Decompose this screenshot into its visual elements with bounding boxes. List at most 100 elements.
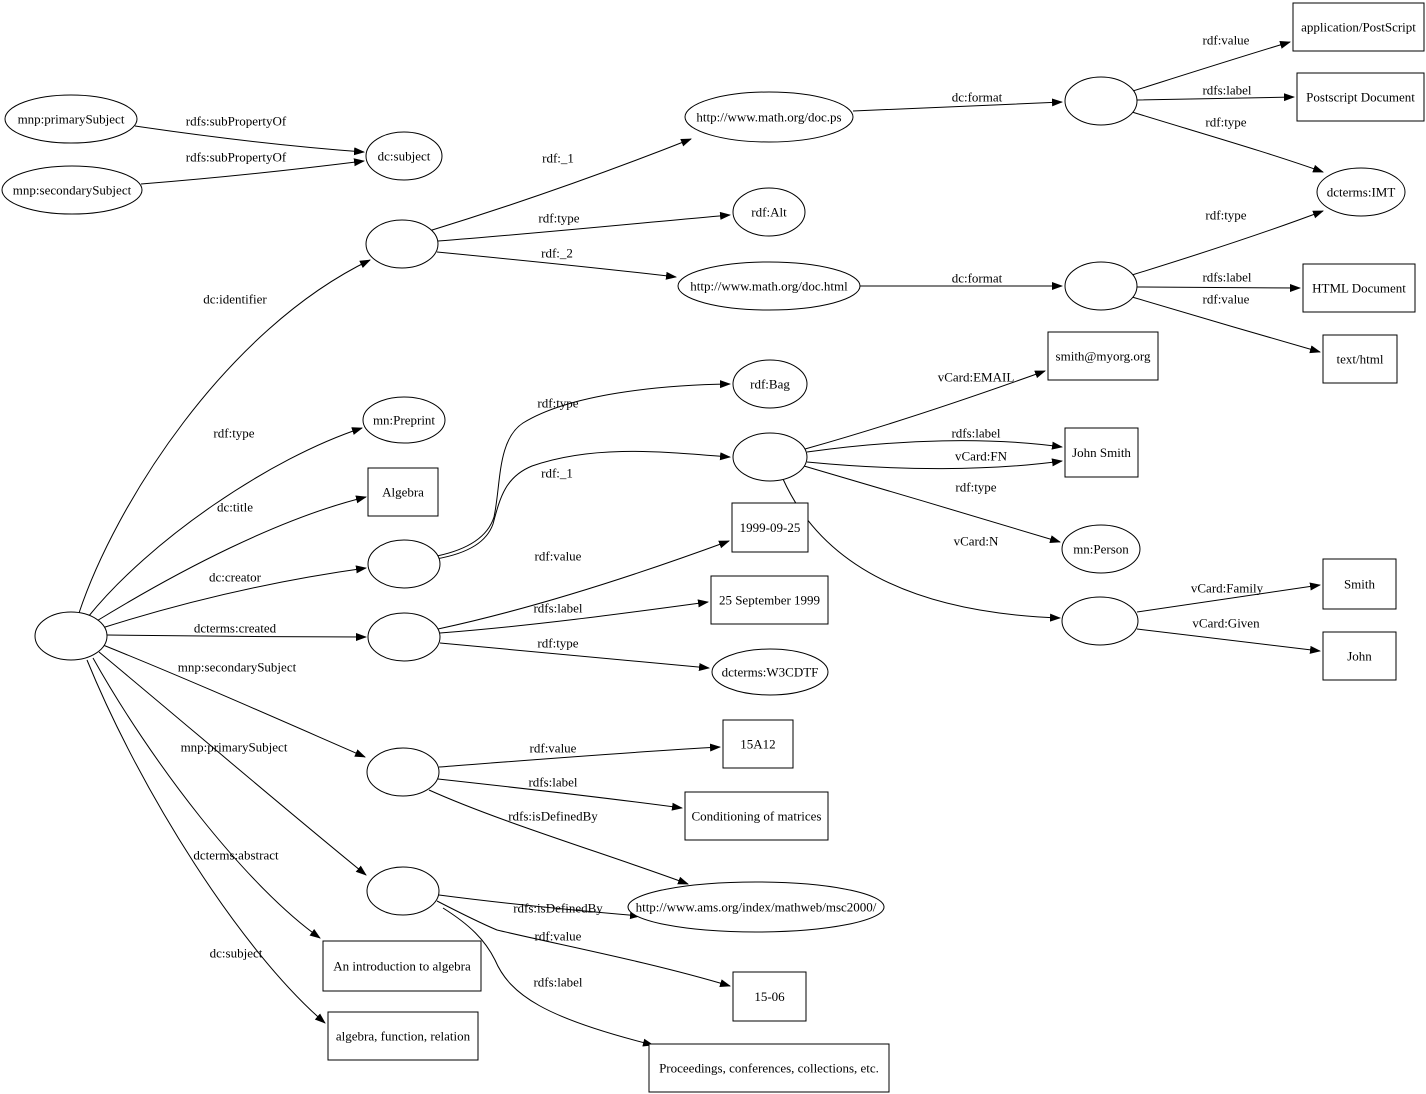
edge-blank-creator--rdf-bag — [436, 380, 731, 557]
node-dcterms-imt — [1316, 167, 1406, 217]
node-label-proceedings: Proceedings, conferences, collections, e… — [659, 1061, 879, 1076]
edge-label-root--abstract-text: dcterms:abstract — [193, 848, 279, 863]
node-code-15a12 — [722, 719, 794, 769]
node-mn-preprint — [362, 396, 446, 444]
edge-label-blank-vcard--mn-person: rdf:type — [955, 480, 996, 495]
node-label-date-iso: 1999-09-25 — [740, 520, 801, 535]
edge-label-root--blank-subject-b: mnp:primarySubject — [181, 740, 288, 755]
edge-blank-vcard--smith-email — [804, 370, 1046, 450]
edge-label-blank-subject-a--msc2000: rdfs:isDefinedBy — [508, 809, 598, 824]
edge-blank-format-html--text-html — [1131, 296, 1321, 354]
edge-blank-format-ps--postscript-document — [1136, 93, 1295, 102]
node-html-document — [1302, 263, 1416, 313]
node-label-code-15a12: 15A12 — [740, 737, 775, 752]
node-date-text — [710, 575, 829, 625]
edge-label-root--blank-subject-a: mnp:secondarySubject — [178, 660, 297, 675]
edge-label-blank-identifier--doc-html: rdf:_2 — [541, 246, 573, 261]
edge-blank-subject-a--conditioning — [437, 778, 683, 811]
edge-root--blank-subject-a — [102, 644, 366, 758]
edge-blank-identifier--doc-html — [436, 251, 677, 280]
node-label-code-1506: 15-06 — [754, 989, 785, 1004]
node-blank-subject-a-blank — [366, 747, 440, 797]
edge-label-root--algebra: dc:title — [217, 500, 253, 515]
node-label-john: John — [1347, 649, 1372, 664]
node-label-w3cdtf: dcterms:W3CDTF — [722, 665, 819, 680]
edge-label-blank-vcard--blank-name: vCard:N — [954, 534, 999, 549]
edge-root--algebra — [94, 495, 367, 623]
node-john — [1322, 631, 1397, 681]
node-msc2000 — [627, 881, 885, 933]
edge-label-blank-subject-b--code-1506: rdf:value — [535, 929, 582, 944]
node-label-mnp-primarySubject: mnp:primarySubject — [18, 112, 125, 127]
node-label-keywords: algebra, function, relation — [336, 1029, 471, 1044]
edge-blank-subject-b--proceedings — [442, 907, 654, 1047]
node-label-dcterms-imt: dcterms:IMT — [1327, 185, 1396, 200]
node-smith — [1322, 558, 1397, 610]
node-label-mn-preprint: mn:Preprint — [373, 413, 435, 428]
edge-blank-vcard--john-smith — [806, 440, 1063, 453]
edge-label-blank-subject-b--msc2000: rdfs:isDefinedBy — [513, 901, 603, 916]
node-proceedings — [648, 1043, 890, 1093]
node-application-postscript — [1292, 2, 1425, 52]
edge-blank-identifier--doc-ps — [428, 138, 692, 232]
node-doc-html — [677, 261, 861, 311]
node-abstract-text — [322, 940, 482, 992]
edge-blank-subject-a--code-15a12 — [438, 743, 721, 768]
edge-root--blank-created — [106, 632, 367, 641]
edge-label-root--mn-preprint: rdf:type — [213, 426, 254, 441]
edge-mnp-secondarySubject--dc-subject-class — [140, 158, 365, 185]
edge-root--mn-preprint — [87, 427, 363, 618]
node-blank-name-blank — [1061, 596, 1139, 646]
edge-label-blank-vcard--smith-email: vCard:EMAIL — [938, 370, 1015, 385]
edge-label-blank-subject-a--code-15a12: rdf:value — [530, 741, 577, 756]
edge-label-blank-identifier--doc-ps: rdf:_1 — [542, 151, 574, 166]
edge-root--blank-identifier — [78, 259, 371, 614]
edge-label-blank-created--date-iso: rdf:value — [535, 549, 582, 564]
edge-blank-subject-b--msc2000 — [438, 894, 641, 920]
edge-label-mnp-secondarySubject--dc-subject-class: rdfs:subPropertyOf — [186, 150, 287, 165]
edge-blank-created--date-iso — [437, 540, 730, 630]
edge-blank-vcard--mn-person — [803, 465, 1061, 543]
node-label-doc-html: http://www.math.org/doc.html — [690, 279, 848, 294]
node-label-abstract-text: An introduction to algebra — [333, 959, 471, 974]
edge-label-blank-vcard--john-smith: vCard:FN — [955, 449, 1008, 464]
node-label-smith-email: smith@myorg.org — [1056, 349, 1151, 364]
node-blank-created-blank — [367, 612, 441, 662]
edge-blank-identifier--rdf-alt — [437, 211, 731, 242]
node-label-date-text: 25 September 1999 — [719, 593, 820, 608]
node-rdf-alt — [732, 187, 806, 237]
edges-layer — [78, 41, 1324, 1047]
edge-blank-vcard--john-smith — [806, 458, 1063, 470]
node-dc-subject-class — [365, 131, 443, 181]
edge-root--abstract-text — [92, 657, 321, 939]
edge-label-root--keywords: dc:subject — [210, 946, 263, 961]
edge-blank-format-ps--dcterms-imt — [1131, 111, 1324, 173]
node-blank-creator-blank — [367, 539, 441, 589]
edge-label-root--blank-created: dcterms:created — [194, 621, 277, 636]
edge-blank-format-html--html-document — [1136, 283, 1301, 292]
node-label-application-postscript: application/PostScript — [1301, 20, 1416, 35]
edge-blank-name--john — [1136, 628, 1321, 654]
node-smith-email — [1047, 331, 1159, 381]
node-postscript-document — [1296, 72, 1425, 122]
edge-root--keywords — [86, 659, 326, 1024]
node-label-rdf-alt: rdf:Alt — [751, 205, 787, 220]
edge-blank-format-ps--application-postscript — [1132, 41, 1291, 92]
node-label-smith: Smith — [1344, 577, 1376, 592]
edge-label-blank-format-html--text-html: rdf:value — [1203, 292, 1250, 307]
node-algebra — [367, 467, 439, 517]
node-mnp-secondarySubject — [1, 165, 143, 215]
edge-blank-created--w3cdtf — [439, 642, 710, 671]
edge-root--blank-creator — [101, 565, 367, 629]
node-label-rdf-bag: rdf:Bag — [750, 377, 790, 392]
edge-label-root--blank-creator: dc:creator — [209, 570, 262, 585]
edge-label-blank-creator--blank-vcard: rdf:_1 — [541, 466, 573, 481]
node-label-html-document: HTML Document — [1312, 281, 1406, 296]
edge-root--blank-subject-b — [98, 651, 367, 876]
edge-blank-subject-b--code-1506 — [436, 900, 731, 987]
edge-label-blank-subject-a--conditioning: rdfs:label — [528, 775, 577, 790]
edge-doc-ps--blank-format-ps — [852, 98, 1063, 112]
